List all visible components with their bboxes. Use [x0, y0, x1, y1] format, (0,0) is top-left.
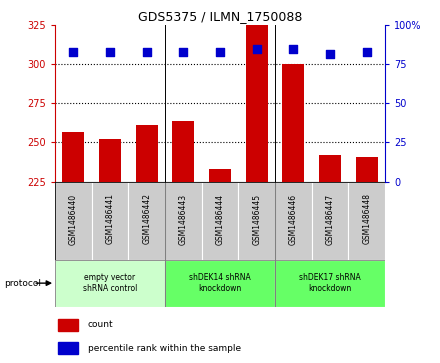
Text: GSM1486442: GSM1486442: [142, 193, 151, 244]
Text: protocol: protocol: [4, 279, 41, 287]
Bar: [348, 182, 385, 260]
Text: shDEK14 shRNA
knockdown: shDEK14 shRNA knockdown: [189, 273, 251, 293]
Point: [216, 49, 224, 55]
Point: [70, 49, 77, 55]
Point: [143, 49, 150, 55]
Point: [290, 46, 297, 52]
Bar: [136, 125, 158, 363]
Text: GSM1486444: GSM1486444: [216, 193, 224, 245]
Bar: [99, 139, 121, 363]
Bar: [209, 169, 231, 363]
Text: GSM1486445: GSM1486445: [252, 193, 261, 245]
Bar: [238, 182, 275, 260]
Bar: [312, 182, 348, 260]
Bar: [172, 121, 194, 363]
Point: [253, 46, 260, 52]
Point: [106, 49, 114, 55]
Text: GSM1486446: GSM1486446: [289, 193, 298, 245]
Title: GDS5375 / ILMN_1750088: GDS5375 / ILMN_1750088: [138, 10, 302, 23]
Text: count: count: [88, 320, 114, 329]
Text: GSM1486448: GSM1486448: [362, 193, 371, 244]
Bar: [282, 65, 304, 363]
Bar: [62, 131, 84, 363]
Bar: [275, 260, 385, 307]
Point: [326, 50, 334, 56]
Bar: [202, 182, 238, 260]
Bar: [165, 260, 275, 307]
Text: GSM1486440: GSM1486440: [69, 193, 78, 245]
Bar: [58, 342, 78, 354]
Point: [363, 49, 370, 55]
Bar: [92, 182, 128, 260]
Bar: [128, 182, 165, 260]
Bar: [58, 319, 78, 331]
Bar: [319, 155, 341, 363]
Text: shDEK17 shRNA
knockdown: shDEK17 shRNA knockdown: [299, 273, 361, 293]
Text: GSM1486447: GSM1486447: [326, 193, 334, 245]
Bar: [356, 156, 378, 363]
Text: percentile rank within the sample: percentile rank within the sample: [88, 344, 241, 353]
Text: GSM1486441: GSM1486441: [106, 193, 114, 244]
Text: GSM1486443: GSM1486443: [179, 193, 188, 245]
Bar: [165, 182, 202, 260]
Text: empty vector
shRNA control: empty vector shRNA control: [83, 273, 137, 293]
Bar: [55, 182, 92, 260]
Point: [180, 49, 187, 55]
Bar: [246, 25, 268, 363]
Bar: [275, 182, 312, 260]
Bar: [55, 260, 165, 307]
